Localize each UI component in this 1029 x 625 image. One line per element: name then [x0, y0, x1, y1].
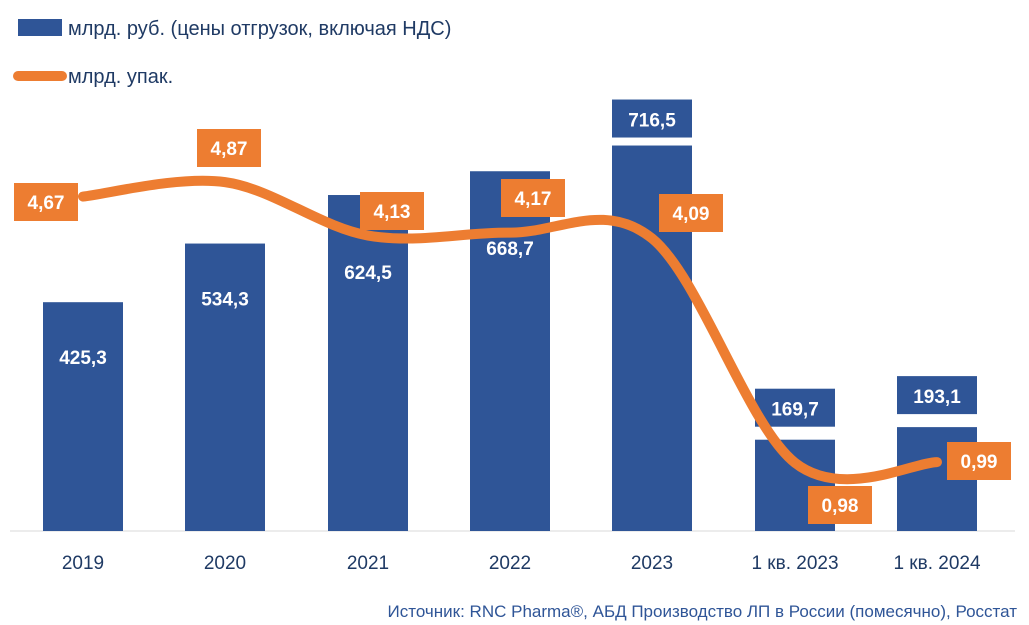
bar: [185, 243, 265, 531]
x-tick-label: 2021: [347, 553, 389, 574]
bar: [43, 302, 123, 531]
line-series: [78, 175, 942, 485]
line-value-label: 4,13: [374, 202, 411, 223]
x-tick-label: 2023: [631, 553, 673, 574]
line-label-box: [360, 192, 424, 230]
line-value-label: 4,67: [28, 193, 65, 214]
line-value-label: 0,98: [822, 496, 859, 517]
x-tick-label: 2019: [62, 553, 104, 574]
bar-value-label: 624,5: [344, 263, 392, 284]
line-label-box: [501, 179, 565, 217]
line-label-box: [197, 129, 261, 167]
bar-value-label: 425,3: [59, 348, 107, 369]
line-label-box: [14, 183, 78, 221]
line-label-box: [808, 486, 872, 524]
line-path: [78, 175, 942, 485]
line-value-label: 4,87: [211, 139, 248, 160]
bar-value-label: 193,1: [913, 387, 961, 408]
legend-bars-label: млрд. руб. (цены отгрузок, включая НДС): [68, 18, 451, 40]
bar-label-box: [897, 376, 977, 415]
x-tick-label: 1 кв. 2023: [751, 553, 838, 574]
source-note: Источник: RNC Pharma®, АБД Производство …: [388, 602, 1018, 621]
bar-label-box: [612, 99, 692, 138]
line-label-box: [947, 442, 1011, 480]
legend: млрд. руб. (цены отгрузок, включая НДС) …: [13, 18, 451, 88]
x-tick-label: 2020: [204, 553, 246, 574]
bar-value-label: 668,7: [486, 239, 534, 260]
x-tick-label: 2022: [489, 553, 531, 574]
bar-value-label: 534,3: [201, 290, 249, 311]
line-label-box: [659, 194, 723, 232]
line-value-label: 4,17: [515, 189, 552, 210]
x-axis-tick-labels: 2019 2020 2021 2022 2023 1 кв. 2023 1 кв. 2024: [62, 553, 981, 574]
bar-data-labels: 425,3 534,3 624,5 668,7 716,5 169,7 193,1: [59, 99, 977, 427]
line-value-label: 4,09: [673, 204, 710, 225]
legend-line-label: млрд. упак.: [68, 66, 173, 88]
line-value-label: 0,99: [961, 452, 998, 473]
x-tick-label: 1 кв. 2024: [893, 553, 981, 574]
line-data-labels: 4,67 4,87 4,13 4,17 4,09 0,98 0,99: [14, 129, 1011, 524]
bar-label-box: [755, 388, 835, 427]
legend-bars-swatch: [18, 19, 62, 36]
bar-value-label: 169,7: [771, 400, 819, 421]
bar-value-label: 716,5: [628, 111, 676, 132]
bar: [328, 195, 408, 532]
